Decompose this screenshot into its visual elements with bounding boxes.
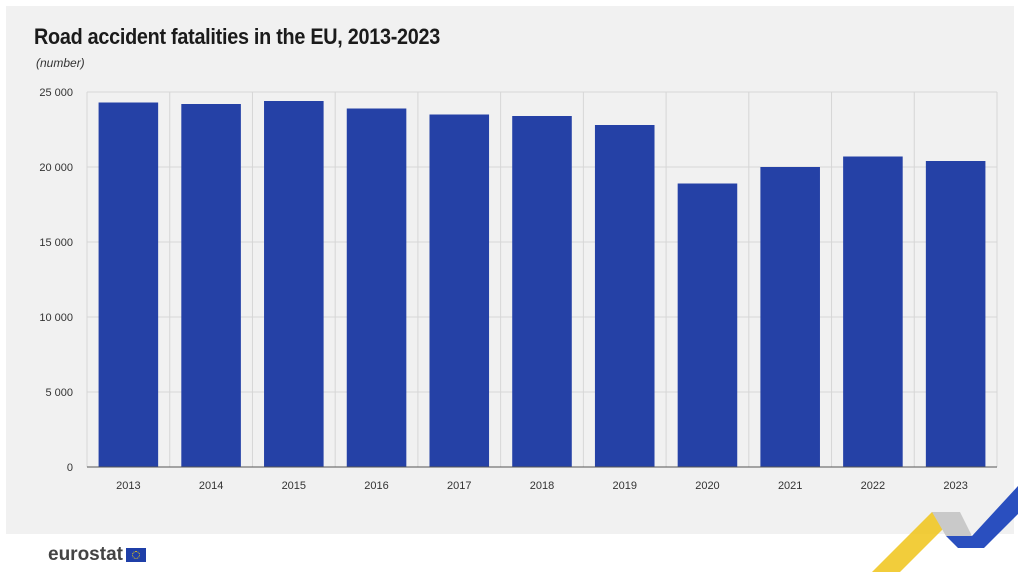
y-tick-label: 25 000 <box>39 87 73 99</box>
eu-flag-icon <box>125 548 146 562</box>
bar-2017[interactable] <box>429 114 490 468</box>
x-tick-label: 2023 <box>943 480 967 492</box>
bar-2018[interactable] <box>512 116 572 467</box>
bar-chart: 0 5 000 10 000 15 000 20 000 25 000 2013 2014 20… <box>39 87 998 492</box>
y-tick-label: 0 <box>67 462 73 474</box>
y-tick-label: 15 000 <box>39 237 73 249</box>
bar-2021[interactable] <box>760 167 820 467</box>
bar-2016[interactable] <box>346 108 407 468</box>
x-tick-label: 2019 <box>612 480 636 492</box>
bar-2014[interactable] <box>181 104 241 467</box>
x-tick-label: 2016 <box>364 480 388 492</box>
eurostat-logo[interactable]: eurostat <box>48 544 146 566</box>
x-tick-label: 2013 <box>116 480 140 492</box>
chart-subtitle: (number) <box>36 56 85 70</box>
y-tick-label: 10 000 <box>39 312 73 324</box>
bar-2022[interactable] <box>843 156 903 468</box>
x-tick-label: 2017 <box>447 480 471 492</box>
x-tick-label: 2015 <box>282 480 306 492</box>
y-tick-label: 20 000 <box>39 162 73 174</box>
chart-title: Road accident fatalities in the EU, 2013… <box>34 24 441 49</box>
y-tick-label: 5 000 <box>45 387 73 399</box>
x-tick-label: 2021 <box>778 480 802 492</box>
x-tick-label: 2022 <box>861 480 885 492</box>
x-tick-label: 2018 <box>530 480 554 492</box>
bar-2013[interactable] <box>98 102 159 468</box>
bar-2015[interactable] <box>264 101 324 467</box>
decorative-ribbon-icon <box>872 486 1018 572</box>
x-tick-label: 2020 <box>695 480 719 492</box>
x-tick-label: 2014 <box>199 480 223 492</box>
bar-2020[interactable] <box>677 183 738 468</box>
bar-2023[interactable] <box>925 161 986 467</box>
bar-2019[interactable] <box>594 125 655 467</box>
eurostat-wordmark: eurostat <box>48 544 123 565</box>
